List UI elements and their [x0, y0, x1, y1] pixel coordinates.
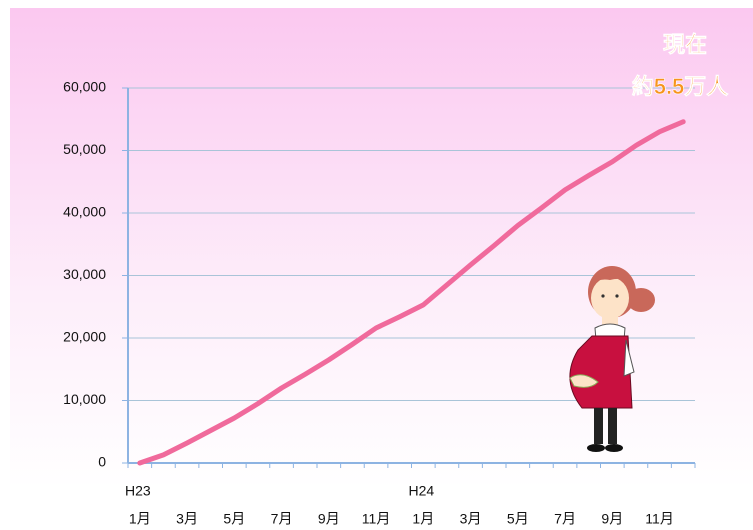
y-tick-label: 10,000 [63, 391, 106, 407]
chart: 0 10,000 20,000 30,000 40,000 50,000 60,000 1月 H… [0, 0, 753, 530]
annotation: 約5.5万人 [632, 74, 729, 99]
y-tick-label: 20,000 [63, 329, 106, 345]
x-tick-label: 7月 [271, 511, 293, 527]
x-tick-label: 1月 [129, 511, 151, 527]
x-tick-label: 3月 [460, 511, 482, 527]
annotation: 現在 [663, 32, 707, 57]
y-tick-label: 30,000 [63, 266, 106, 282]
x-tick-label: 3月 [176, 511, 198, 527]
y-tick-label: 0 [98, 454, 106, 470]
page: {"chart_data": {"type": "line", "categor… [0, 0, 753, 530]
x-tick-label: 11月 [645, 511, 674, 527]
y-tick-label: 50,000 [63, 141, 106, 157]
x-group-label: H24 [408, 483, 434, 499]
x-tick-label: 5月 [223, 511, 245, 527]
x-tick-label: 9月 [601, 511, 623, 527]
x-tick-label: 5月 [507, 511, 529, 527]
x-tick-label: 9月 [318, 511, 340, 527]
x-tick-label: 11月 [362, 511, 391, 527]
x-tick-label: 1月 [412, 511, 434, 527]
x-tick-label: 7月 [554, 511, 576, 527]
x-group-label: H23 [125, 483, 151, 499]
y-tick-label: 60,000 [63, 79, 106, 95]
y-tick-label: 40,000 [63, 204, 106, 220]
